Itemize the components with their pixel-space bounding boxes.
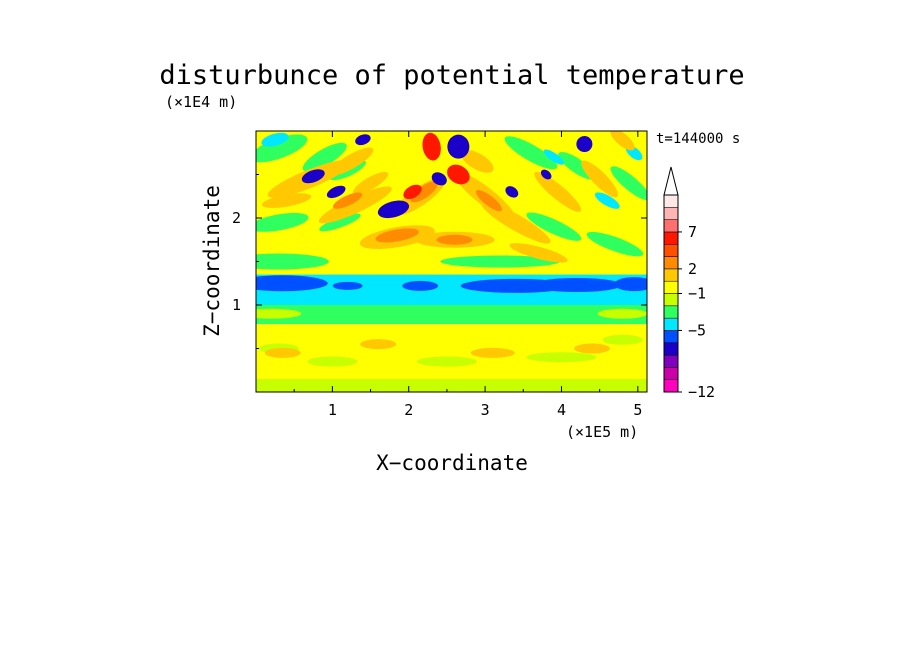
colorbar-cell (663, 379, 679, 393)
colorbar-label: 7 (688, 223, 697, 241)
blue-trough (377, 200, 410, 219)
red-peak (447, 164, 470, 185)
x-axis: 1 2 3 4 5 (293, 131, 642, 419)
orange-wave (329, 147, 374, 176)
blue-trough (505, 186, 519, 198)
orange-wave (534, 171, 582, 212)
colorbar-label: 2 (688, 260, 697, 278)
orange-wave (261, 193, 312, 208)
x-tick-label: 3 (481, 401, 490, 419)
green-patch (256, 253, 329, 270)
lime-patch (307, 356, 358, 367)
blue-trough (301, 169, 325, 184)
colorbar-cell (663, 305, 679, 319)
contour-field (256, 131, 647, 392)
dark-orange-wave (475, 189, 502, 212)
lime-patch (256, 308, 302, 319)
blue-layer (332, 281, 363, 290)
green-patch (319, 213, 361, 232)
orange-patch (264, 347, 301, 358)
colorbar-cell (663, 256, 679, 270)
colorbar-cell (663, 317, 679, 331)
orange-patch (360, 339, 397, 350)
lime-patch (597, 308, 647, 319)
colorbar-cell (663, 330, 679, 343)
colorbar-cell (663, 354, 679, 368)
y-tick-label: 1 (232, 296, 241, 314)
y-tick-label: 2 (232, 209, 241, 227)
colorbar-cell (663, 367, 679, 380)
cyan-patch (543, 149, 564, 165)
green-patch (610, 166, 647, 201)
green-patch (256, 212, 309, 232)
green-patch (256, 134, 308, 163)
blue-trough (326, 185, 346, 199)
colorbar-cell (663, 280, 679, 294)
colorbar-label: −12 (688, 383, 715, 401)
x-tick-label: 4 (557, 401, 566, 419)
blue-trough (447, 134, 470, 159)
orange-patch (574, 343, 611, 354)
orange-wave (581, 160, 619, 198)
orange-wave (461, 150, 494, 173)
colorbar-cell (663, 342, 679, 356)
blue-layer (256, 275, 328, 292)
green-patch (504, 136, 558, 170)
colorbar-cell (663, 231, 679, 245)
y-axis-label: Z−coordinate (200, 185, 224, 337)
blue-trough (431, 172, 447, 186)
cyan-patch (261, 132, 289, 147)
orange-patch (470, 347, 515, 358)
y-unit-label: (×1E4 m) (165, 93, 237, 111)
cyan-patch (594, 192, 620, 209)
dark-orange-wave (375, 228, 419, 243)
red-peak (403, 184, 422, 200)
y-axis: 12 (232, 174, 647, 349)
chart-title: disturbunce of potential temperature (159, 60, 744, 91)
colorbar-cell (663, 194, 679, 208)
band-bottom (256, 378, 647, 392)
green-patch (302, 142, 347, 172)
orange-wave (610, 131, 635, 151)
orange-wave (318, 186, 392, 224)
colorbar-cell (663, 268, 679, 282)
green-patch (440, 255, 561, 268)
red-peak (422, 132, 441, 161)
lime-patch (602, 334, 643, 345)
colorbar-cell (663, 219, 679, 233)
dark-orange-wave (332, 192, 363, 209)
colorbar-label: −1 (688, 285, 706, 303)
colorbar-cell (663, 207, 679, 220)
x-tick-label: 1 (328, 401, 337, 419)
blue-layer (614, 277, 647, 292)
colorbar-arrow (663, 166, 679, 196)
orange-wave (509, 243, 568, 263)
colorbar-label: −5 (688, 321, 706, 339)
colorbar: −12−5−127 (663, 166, 715, 401)
green-patch (586, 231, 644, 257)
x-axis-label: X−coordinate (376, 451, 528, 475)
x-tick-label: 2 (404, 401, 413, 419)
orange-wave (480, 201, 551, 244)
blue-layer (402, 280, 439, 291)
dark-orange-wave (436, 234, 473, 245)
band-green (256, 305, 647, 325)
x-tick-label: 5 (633, 401, 642, 419)
colorbar-cell (663, 293, 679, 307)
blue-trough (540, 169, 552, 180)
time-label: t=144000 s (656, 131, 740, 147)
blue-layer (531, 277, 622, 292)
lime-patch (416, 356, 477, 367)
lime-patch (526, 352, 597, 363)
orange-wave (352, 171, 389, 195)
blue-trough (355, 134, 371, 146)
green-patch (526, 212, 582, 241)
colorbar-cell (663, 244, 679, 257)
dark-orange-wave (410, 181, 438, 203)
x-unit-label: (×1E5 m) (566, 423, 638, 441)
blue-trough (576, 136, 593, 153)
